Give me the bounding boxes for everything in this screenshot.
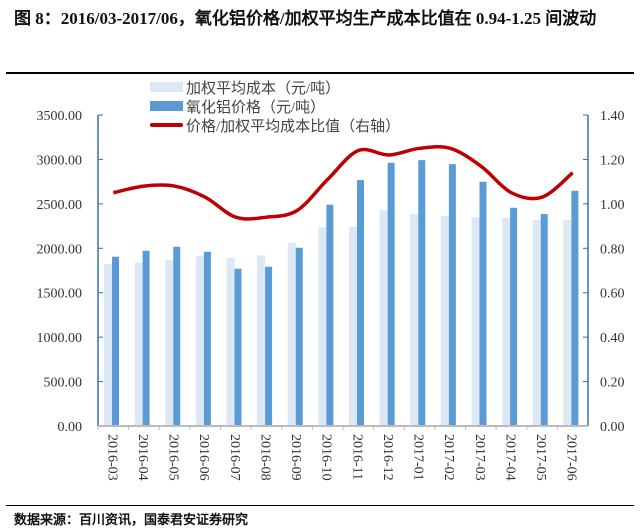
x-tick-label: 2017-02 [441,434,456,481]
cost-bar [563,220,572,426]
price-bar [357,180,364,426]
legend-label: 加权平均成本（元/吨） [186,80,340,97]
cost-bar [410,214,419,426]
cost-bar [226,257,235,426]
legend-swatch [150,123,183,127]
x-tick-label: 2017-03 [472,434,487,481]
cost-bar [134,262,143,426]
left-tick-label: 2500.00 [37,198,83,213]
x-tick-label: 2016-05 [166,434,181,481]
cost-bar [440,216,449,426]
right-tick-label: 1.40 [600,109,625,124]
price-bar [448,164,456,426]
price-bar [112,256,119,426]
left-tick-label: 500.00 [44,376,83,391]
price-bar [265,266,273,426]
cost-bar [318,227,327,426]
cost-bar [532,220,541,426]
price-bar [142,250,150,426]
x-tick-label: 2016-11 [349,434,364,480]
legend-ratio: 价格/加权平均成本比值（右轴） [150,118,400,135]
x-tick-label: 2016-08 [257,434,272,481]
x-tick-label: 2016-07 [227,434,242,481]
left-tick-label: 3500.00 [37,109,83,124]
legend-swatch [150,82,183,92]
legend-label: 价格/加权平均成本比值（右轴） [186,118,400,135]
cost-bar [502,218,511,426]
left-tick-label: 0.00 [58,420,83,435]
cost-bar [104,264,112,426]
x-tick-label: 2016-03 [104,434,119,481]
right-tick-label: 0.40 [600,331,625,346]
cost-bar [287,242,296,426]
x-tick-label: 2016-09 [288,434,303,481]
left-tick-label: 1500.00 [37,287,83,302]
cost-bar [349,227,357,426]
source-note: 数据来源：百川资讯，国泰君安证券研究 [14,512,249,527]
x-tick-label: 2017-04 [502,434,517,481]
price-bar [295,247,303,426]
price-bar [418,160,426,426]
footer-divider [6,505,634,506]
x-tick-label: 2017-05 [533,434,548,481]
price-bar [571,190,579,426]
price-bar [234,268,242,426]
x-tick-label: 2016-12 [380,434,395,481]
right-tick-label: 1.00 [600,198,625,213]
right-tick-label: 0.00 [600,420,625,435]
x-tick-label: 2016-10 [319,434,334,481]
price-bar [479,181,487,426]
right-tick-label: 0.80 [600,242,625,257]
title-divider [6,72,634,74]
legend-swatch [150,101,183,111]
left-tick-label: 3000.00 [37,153,83,168]
price-bar [387,162,395,426]
ratio-line [112,144,574,221]
cost-bar [165,260,174,426]
legend-cost: 加权平均成本（元/吨） [150,80,340,97]
right-tick-label: 0.20 [600,376,625,391]
cost-bar [195,256,204,426]
cost-bar [379,210,388,426]
x-tick-label: 2017-06 [564,434,579,481]
chart-title: 图 8：2016/03-2017/06，氧化铝价格/加权平均生产成本比值在 0.… [14,9,597,28]
price-bar [326,204,334,426]
legend-label: 氧化铝价格（元/吨） [186,99,325,116]
x-tick-label: 2016-06 [196,434,211,481]
price-bar [173,246,181,426]
cost-bar [257,255,266,426]
price-bar [540,214,548,426]
cost-bar [471,217,480,426]
x-tick-label: 2017-01 [411,434,426,481]
price-bar [203,251,211,426]
legend-price: 氧化铝价格（元/吨） [150,99,325,116]
x-tick-label: 2016-04 [135,434,150,481]
right-tick-label: 1.20 [600,153,625,168]
left-tick-label: 1000.00 [37,331,83,346]
price-bar [510,207,518,426]
left-tick-label: 2000.00 [37,242,83,257]
right-tick-label: 0.60 [600,287,625,302]
